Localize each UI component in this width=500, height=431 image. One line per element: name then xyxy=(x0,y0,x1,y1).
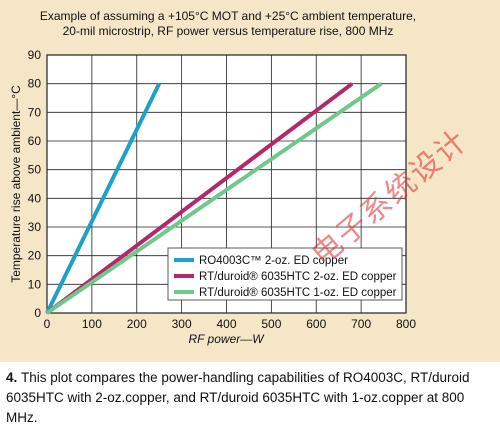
series-line-3 xyxy=(45,82,383,315)
y-tick-label: 90 xyxy=(28,48,42,62)
y-tick-label: 70 xyxy=(28,105,42,119)
figure-caption: 4. This plot compares the power-handling… xyxy=(6,368,494,428)
x-tick-label: 200 xyxy=(127,317,147,331)
y-tick-label: 60 xyxy=(28,134,42,148)
legend: RO4003C™ 2-oz. ED copper RT/duroid® 6035H… xyxy=(167,247,403,301)
x-tick-label: 400 xyxy=(216,317,236,331)
caption-text: This plot compares the power-handling ca… xyxy=(6,370,470,425)
series-lines xyxy=(45,82,383,315)
x-tick-label: 800 xyxy=(396,317,416,331)
x-tick-label: 600 xyxy=(306,317,326,331)
chart: Example of assuming a +105°C MOT and +25… xyxy=(9,9,417,346)
x-tick-label: 300 xyxy=(172,317,192,331)
y-tick-label: 10 xyxy=(28,277,42,291)
y-tick-label: 30 xyxy=(28,220,42,234)
y-tick-label: 20 xyxy=(28,249,42,263)
caption-number: 4. xyxy=(6,370,18,385)
legend-box xyxy=(167,247,403,301)
legend-label-1: RO4003C™ 2-oz. ED copper xyxy=(199,255,348,267)
legend-label-3: RT/duroid® 6035HTC 1-oz. ED copper xyxy=(199,287,397,299)
y-tick-label: 40 xyxy=(28,191,42,205)
x-tick-label: 700 xyxy=(351,317,371,331)
chart-title: Example of assuming a +105°C MOT and +25… xyxy=(40,9,416,38)
series-line-1 xyxy=(45,82,161,314)
chart-title-line-2: 20-mil microstrip, RF power versus tempe… xyxy=(63,24,394,38)
series-line-2 xyxy=(45,82,354,315)
x-tick-label: 500 xyxy=(261,317,281,331)
chart-title-line-1: Example of assuming a +105°C MOT and +25… xyxy=(40,9,416,23)
figure-panel: Example of assuming a +105°C MOT and +25… xyxy=(0,0,500,362)
y-tick-label: 0 xyxy=(34,306,41,320)
y-axis-label: Temperature rise above ambient—°C xyxy=(9,85,23,283)
x-tick-label: 100 xyxy=(82,317,102,331)
x-axis-label: RF power—W xyxy=(188,332,265,346)
y-tick-label: 50 xyxy=(28,163,42,177)
tick-labels: 0 100 200 300 400 500 600 700 800 0 10 20 30 40 50 60 70… xyxy=(28,48,417,331)
x-tick-label: 0 xyxy=(44,317,51,331)
y-tick-label: 80 xyxy=(28,77,42,91)
legend-label-2: RT/duroid® 6035HTC 2-oz. ED copper xyxy=(199,271,397,283)
